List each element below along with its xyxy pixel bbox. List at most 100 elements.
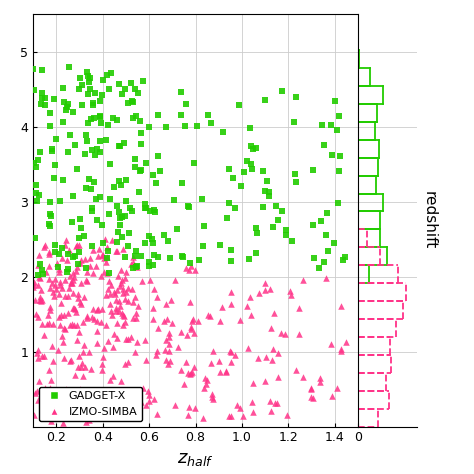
Point (122, 335, 129, 343)
Point (36, 260, 44, 268)
Point (268, 356, 275, 364)
Point (40, 352, 47, 359)
Point (78, 101, 86, 109)
Point (149, 261, 157, 268)
Point (34, 349, 41, 356)
Point (106, 376, 114, 383)
Point (208, 393, 216, 401)
Point (322, 274, 330, 282)
Point (227, 300, 235, 308)
Point (99, 366, 106, 374)
Point (73, 336, 81, 344)
Point (55, 250, 63, 258)
Point (337, 347, 345, 355)
Point (109, 330, 117, 338)
Point (229, 174, 237, 182)
Point (110, 400, 118, 408)
Point (289, 237, 296, 245)
Point (128, 79, 135, 87)
Point (162, 346, 169, 354)
Point (125, 229, 133, 237)
Point (115, 208, 123, 216)
Point (182, 358, 190, 366)
Point (74, 363, 82, 371)
Point (191, 404, 199, 412)
Point (31, 235, 38, 242)
Point (114, 272, 121, 279)
Point (190, 159, 198, 167)
Point (87, 85, 94, 93)
Point (105, 85, 113, 92)
Point (277, 329, 285, 337)
Point (262, 287, 269, 294)
Point (103, 254, 111, 261)
Point (75, 86, 83, 93)
Point (46, 303, 54, 311)
Point (75, 328, 83, 336)
Point (96, 193, 104, 201)
Point (265, 192, 273, 200)
Point (154, 254, 162, 261)
Point (69, 386, 76, 394)
Point (92, 262, 100, 270)
Point (66, 321, 73, 328)
Point (106, 277, 113, 285)
Point (292, 171, 299, 178)
Point (105, 391, 113, 399)
Point (113, 117, 121, 124)
Point (231, 204, 239, 211)
Point (59, 118, 66, 126)
Point (124, 297, 132, 305)
Point (82, 418, 90, 426)
Point (90, 306, 97, 313)
Point (55, 346, 62, 354)
Point (34, 346, 42, 354)
Point (30, 281, 37, 289)
Point (82, 276, 90, 283)
Point (201, 384, 208, 392)
Point (219, 128, 227, 136)
Point (261, 280, 268, 287)
Point (136, 414, 143, 421)
Point (70, 192, 77, 200)
Point (71, 401, 79, 409)
Point (299, 374, 306, 381)
Point (261, 187, 269, 194)
Point (46, 199, 54, 206)
Point (133, 113, 140, 120)
Point (113, 296, 120, 303)
Point (137, 166, 145, 173)
Point (118, 279, 125, 286)
Point (41, 384, 49, 392)
Point (194, 318, 202, 325)
Point (109, 114, 117, 121)
Point (139, 384, 147, 392)
Y-axis label: redshift: redshift (421, 191, 437, 249)
Point (269, 223, 277, 231)
Point (122, 268, 129, 276)
Point (127, 333, 134, 340)
Point (325, 247, 332, 255)
Point (249, 379, 256, 386)
Point (124, 99, 132, 107)
Point (62, 237, 70, 244)
Point (117, 377, 125, 384)
Point (114, 411, 122, 419)
Point (119, 285, 127, 293)
Point (247, 311, 255, 319)
Point (177, 328, 185, 336)
Point (40, 331, 47, 339)
Point (199, 414, 207, 421)
Point (56, 279, 64, 286)
Point (118, 310, 126, 317)
Point (31, 296, 38, 303)
Point (164, 360, 172, 367)
Point (262, 353, 270, 361)
Point (68, 280, 75, 287)
Point (295, 330, 302, 337)
Point (164, 316, 171, 323)
Point (129, 99, 137, 106)
Point (88, 146, 96, 154)
Point (195, 256, 202, 264)
Point (155, 152, 162, 159)
